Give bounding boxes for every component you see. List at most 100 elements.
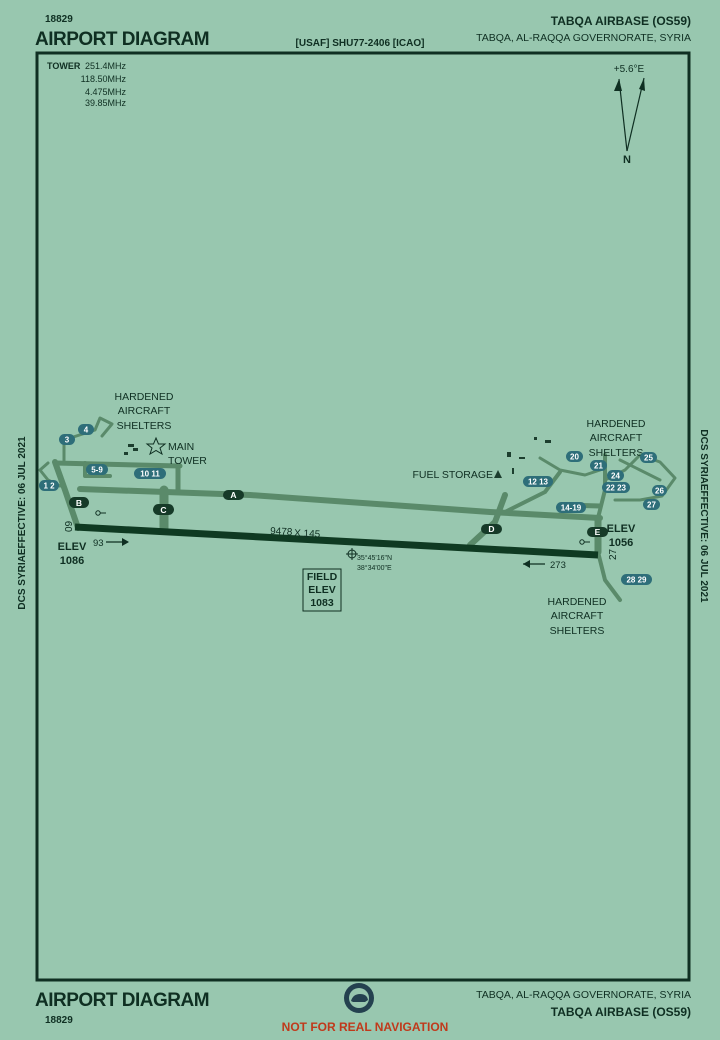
has-east-line3: SHELTERS <box>589 447 644 459</box>
svg-text:E: E <box>595 527 601 537</box>
svg-text:12 13: 12 13 <box>528 478 549 487</box>
taxiway-label-e: E <box>587 527 608 537</box>
east-shelter-taxiway <box>538 456 602 477</box>
shelter-icon <box>128 444 134 447</box>
heading-arrow-west: 93 <box>93 538 129 549</box>
navigation-warning: NOT FOR REAL NAVIGATION <box>282 1020 449 1034</box>
footer-airport-name: TABQA AIRBASE (OS59) <box>551 1005 691 1019</box>
taxiway-label-a: A <box>223 490 244 500</box>
elev-east-label: ELEV <box>607 523 636 535</box>
has-se-line3: SHELTERS <box>550 625 605 637</box>
heading-93: 93 <box>93 538 104 549</box>
building-icon <box>534 437 537 440</box>
north-arrow: +5.6°E N <box>614 64 645 166</box>
fuel-taxiway <box>503 470 562 514</box>
svg-text:25: 25 <box>644 454 653 463</box>
field-elev-line2: ELEV <box>308 584 335 596</box>
west-apron-taxiway <box>52 460 183 469</box>
tower-frequency: 39.85MHz <box>85 98 127 108</box>
footer-title: AIRPORT DIAGRAM <box>35 990 209 1011</box>
taxiway-labels: A B C D E <box>69 490 608 537</box>
has-east-line1: HARDENED <box>587 418 646 430</box>
page-title: AIRPORT DIAGRAM <box>35 29 209 50</box>
chart-number: 18829 <box>45 14 73 25</box>
ref-longitude: 38°34'00"E <box>357 564 392 572</box>
svg-text:28 29: 28 29 <box>626 576 647 585</box>
building-icon <box>507 452 511 457</box>
shelter-icon <box>133 448 138 451</box>
svg-text:B: B <box>76 498 82 508</box>
structures <box>124 437 551 478</box>
true-north-arrowhead-icon <box>614 79 622 91</box>
parking-spot: 14-19 <box>556 502 586 513</box>
parking-spot: 12 13 <box>523 476 553 487</box>
svg-text:27: 27 <box>647 501 656 510</box>
elev-west-label: ELEV <box>58 541 87 553</box>
east-shelter-loop <box>603 453 677 502</box>
fuel-storage-label: FUEL STORAGE <box>412 469 493 481</box>
parking-spot: 22 23 <box>602 482 630 493</box>
tower-frequency: 251.4MHz <box>85 61 127 71</box>
runway-width: X 145 <box>294 528 321 540</box>
runway-end-09: 09 <box>64 520 75 532</box>
svg-text:5-9: 5-9 <box>91 466 103 475</box>
field-elevation-box: FIELD ELEV 1083 <box>302 568 342 612</box>
has-west-line3: SHELTERS <box>117 420 172 432</box>
arrow-right-icon <box>122 538 129 546</box>
has-west-line1: HARDENED <box>115 391 174 403</box>
parking-spot: 4 <box>78 424 94 435</box>
magnetic-variation: +5.6°E <box>614 64 645 75</box>
southeast-shelter-taxiway <box>596 550 622 602</box>
svg-text:4: 4 <box>84 426 89 435</box>
runway-length: 9478 <box>270 526 293 538</box>
parking-spot: 24 <box>607 470 624 481</box>
svg-text:10 11: 10 11 <box>140 470 160 479</box>
svg-text:D: D <box>488 524 494 534</box>
elev-east-value: 1056 <box>609 537 633 549</box>
taxiway-d-connector <box>467 492 508 548</box>
area-labels: HARDENED AIRCRAFT SHELTERS HARDENED AIRC… <box>115 391 646 637</box>
diagram-frame <box>35 51 691 982</box>
tower-star-icon <box>145 436 167 456</box>
arrow-left-icon <box>523 560 530 568</box>
parking-spot: 10 11 <box>134 468 166 479</box>
parking-spot: 28 29 <box>621 574 652 585</box>
taxiway-label-b: B <box>69 497 89 508</box>
main-tower-line2: TOWER <box>168 455 207 467</box>
parking-spot: 26 <box>652 485 667 496</box>
magnetic-north-line <box>626 77 645 152</box>
tower-label: TOWER <box>47 61 81 71</box>
airport-name: TABQA AIRBASE (OS59) <box>551 14 691 28</box>
emblem-figure-icon <box>351 994 368 1002</box>
svg-text:24: 24 <box>611 472 620 481</box>
parking-spot: 21 <box>590 460 607 471</box>
heading-arrow-east: 273 <box>523 560 566 571</box>
svg-text:14-19: 14-19 <box>561 504 582 513</box>
field-elev-line1: FIELD <box>307 571 338 583</box>
wind-cone-icon <box>95 510 590 545</box>
west-parking-taxiway <box>83 461 112 478</box>
airport-location: TABQA, AL-RAQQA GOVERNORATE, SYRIA <box>476 32 691 44</box>
svg-text:20: 20 <box>570 453 579 462</box>
parking-spot: 20 <box>566 451 583 462</box>
magnetic-north-arrowhead-icon <box>639 78 645 91</box>
footer-location: TABQA, AL-RAQQA GOVERNORATE, SYRIA <box>476 989 691 1001</box>
parking-spot: 1 2 <box>39 480 59 491</box>
taxiway-label-d: D <box>481 524 502 534</box>
elev-west-value: 1086 <box>60 555 84 567</box>
tower-frequency: 118.50MHz <box>81 74 127 84</box>
runway-end-27: 27 <box>608 548 619 560</box>
footer-chart-number: 18829 <box>45 1015 73 1026</box>
parking-spot: 25 <box>640 452 657 463</box>
east-shelter-taxiway <box>618 458 662 482</box>
frequency-box: TOWER 251.4MHz 118.50MHz 4.475MHz 39.85M… <box>47 61 126 108</box>
field-elevation-border <box>302 568 342 612</box>
chart-reference: [USAF] SHU77-2406 [ICAO] <box>296 38 425 49</box>
svg-text:1 2: 1 2 <box>43 482 55 491</box>
parking-spot: 5-9 <box>86 464 108 475</box>
heading-273: 273 <box>550 560 566 571</box>
reference-crosshair-icon <box>346 548 358 560</box>
svg-text:26: 26 <box>655 487 664 496</box>
field-elev-value: 1083 <box>310 597 334 609</box>
